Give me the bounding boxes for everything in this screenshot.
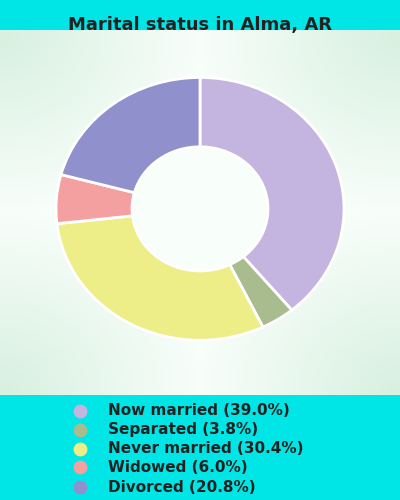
Text: Never married (30.4%): Never married (30.4%) xyxy=(108,441,304,456)
Wedge shape xyxy=(56,174,134,224)
Text: Widowed (6.0%): Widowed (6.0%) xyxy=(108,460,248,475)
Wedge shape xyxy=(57,216,263,340)
Text: Divorced (20.8%): Divorced (20.8%) xyxy=(108,480,256,495)
Wedge shape xyxy=(230,256,292,327)
Wedge shape xyxy=(200,78,344,310)
Text: Separated (3.8%): Separated (3.8%) xyxy=(108,422,258,437)
Text: Marital status in Alma, AR: Marital status in Alma, AR xyxy=(68,16,332,34)
Wedge shape xyxy=(61,78,200,192)
Text: Now married (39.0%): Now married (39.0%) xyxy=(108,403,290,418)
